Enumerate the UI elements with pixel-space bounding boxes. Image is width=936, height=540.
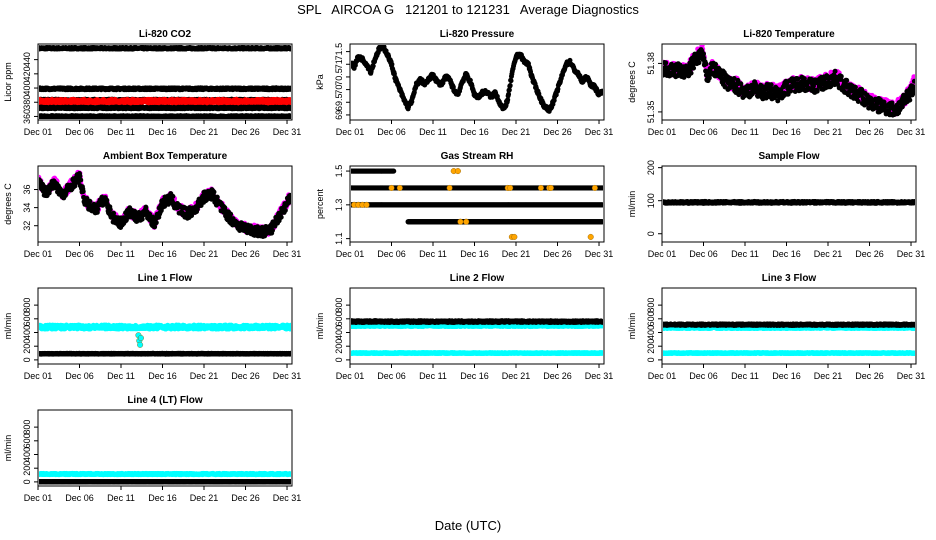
series-flat — [39, 113, 291, 119]
y-axis-label: degrees C — [627, 61, 637, 103]
series-flat — [39, 45, 291, 52]
x-tick-label: Dec 06 — [689, 127, 718, 137]
page-title: SPL AIRCOA G 121201 to 121231 Average Di… — [297, 2, 639, 17]
y-tick-label: 71.5 — [334, 43, 344, 61]
panel-title: Li-820 CO2 — [139, 29, 192, 40]
y-tick-label: 70 — [334, 85, 344, 95]
series-flat — [39, 104, 291, 112]
series-curve — [351, 45, 603, 114]
x-tick-label: Dec 01 — [648, 127, 677, 137]
series-flat — [39, 96, 291, 107]
data-point — [287, 46, 291, 52]
data-point — [505, 97, 511, 103]
x-tick-label: Dec 21 — [814, 127, 843, 137]
data-point — [287, 98, 291, 105]
panel-title: Li-820 Pressure — [440, 29, 515, 40]
data-point — [508, 78, 514, 84]
y-tick-label: 51.35 — [646, 101, 656, 124]
x-tick-label: Dec 06 — [377, 127, 406, 137]
y-tick-label: 69 — [334, 110, 344, 120]
y-axis-label: Licor ppm — [3, 62, 13, 102]
x-tick-label: Dec 26 — [855, 127, 884, 137]
data-point — [389, 61, 395, 67]
series-group — [663, 45, 915, 118]
x-tick-label: Dec 31 — [897, 127, 926, 137]
series-group — [39, 45, 291, 119]
x-tick-label: Dec 31 — [585, 127, 614, 137]
y-tick-label: 360 — [22, 109, 32, 124]
data-point — [467, 77, 473, 83]
x-tick-label: Dec 01 — [336, 127, 365, 137]
x-tick-label: Dec 31 — [273, 127, 302, 137]
data-point — [599, 88, 603, 94]
x-tick-label: Dec 21 — [190, 127, 219, 137]
y-tick-label: 420 — [22, 66, 32, 81]
x-tick-label: Dec 26 — [543, 127, 572, 137]
data-point — [506, 87, 512, 93]
x-tick-label: Dec 11 — [107, 127, 135, 137]
x-tick-label: Dec 11 — [419, 127, 447, 137]
data-point — [287, 86, 291, 92]
x-tick-label: Dec 26 — [231, 127, 260, 137]
data-point — [287, 105, 291, 112]
x-tick-label: Dec 16 — [148, 127, 177, 137]
y-tick-label: 71 — [334, 59, 344, 69]
y-tick-label: 69.5 — [334, 94, 344, 112]
y-tick-label: 380 — [22, 95, 32, 110]
data-point — [370, 63, 376, 69]
x-tick-label: Dec 01 — [24, 127, 53, 137]
y-tick-label: 440 — [22, 52, 32, 67]
plot-frame — [661, 43, 917, 121]
panel-title: Li-820 Temperature — [743, 29, 835, 40]
y-tick-label: 400 — [22, 81, 32, 96]
x-tick-label: Dec 06 — [65, 127, 94, 137]
plot-frame — [37, 43, 293, 121]
data-point — [507, 83, 513, 89]
series-flat — [39, 85, 291, 93]
y-axis-label: kPa — [315, 74, 325, 90]
plot-frame — [349, 43, 605, 121]
series-group — [351, 45, 603, 114]
y-tick-label: 51.38 — [646, 52, 656, 75]
x-tick-label: Dec 16 — [460, 127, 489, 137]
x-tick-label: Dec 11 — [731, 127, 759, 137]
data-point — [555, 86, 561, 92]
panel-licor_temp: Li-820 Temperature degrees C 51.35 51.38 Dec… — [627, 29, 925, 137]
x-tick-label: Dec 21 — [502, 127, 531, 137]
y-tick-label: 70.5 — [334, 68, 344, 86]
x-tick-label: Dec 16 — [772, 127, 801, 137]
data-point — [287, 113, 291, 119]
data-point — [506, 91, 512, 97]
